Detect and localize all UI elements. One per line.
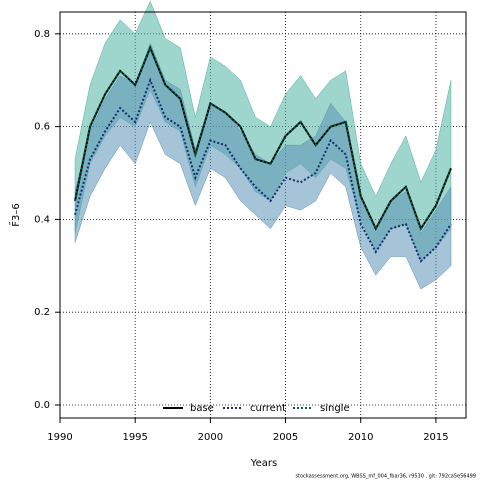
x-tick-label: 2010 [348,432,373,443]
caption: stockassessment.org, WBSS_mf_004_fbar36,… [295,474,476,480]
legend-label: single [320,403,350,414]
y-axis-label: F̄3–6 [9,203,22,226]
x-tick-label: 2005 [273,432,298,443]
legend-label: base [190,403,214,414]
legend-label: current [250,403,286,414]
series-line [74,45,452,231]
y-tick-label: 0.2 [34,307,50,318]
y-tick-label: 0.8 [34,29,50,40]
plot-frame [59,11,467,419]
x-tick-label: 1990 [47,432,72,443]
y-tick-label: 0.0 [34,400,50,411]
x-tick-label: 2015 [423,432,448,443]
y-tick-label: 0.4 [34,214,50,225]
x-tick-label: 1995 [122,432,147,443]
x-tick-label: 2000 [198,432,223,443]
y-tick-label: 0.6 [34,122,50,133]
x-axis-label: Years [250,458,277,469]
series-line [74,77,452,263]
